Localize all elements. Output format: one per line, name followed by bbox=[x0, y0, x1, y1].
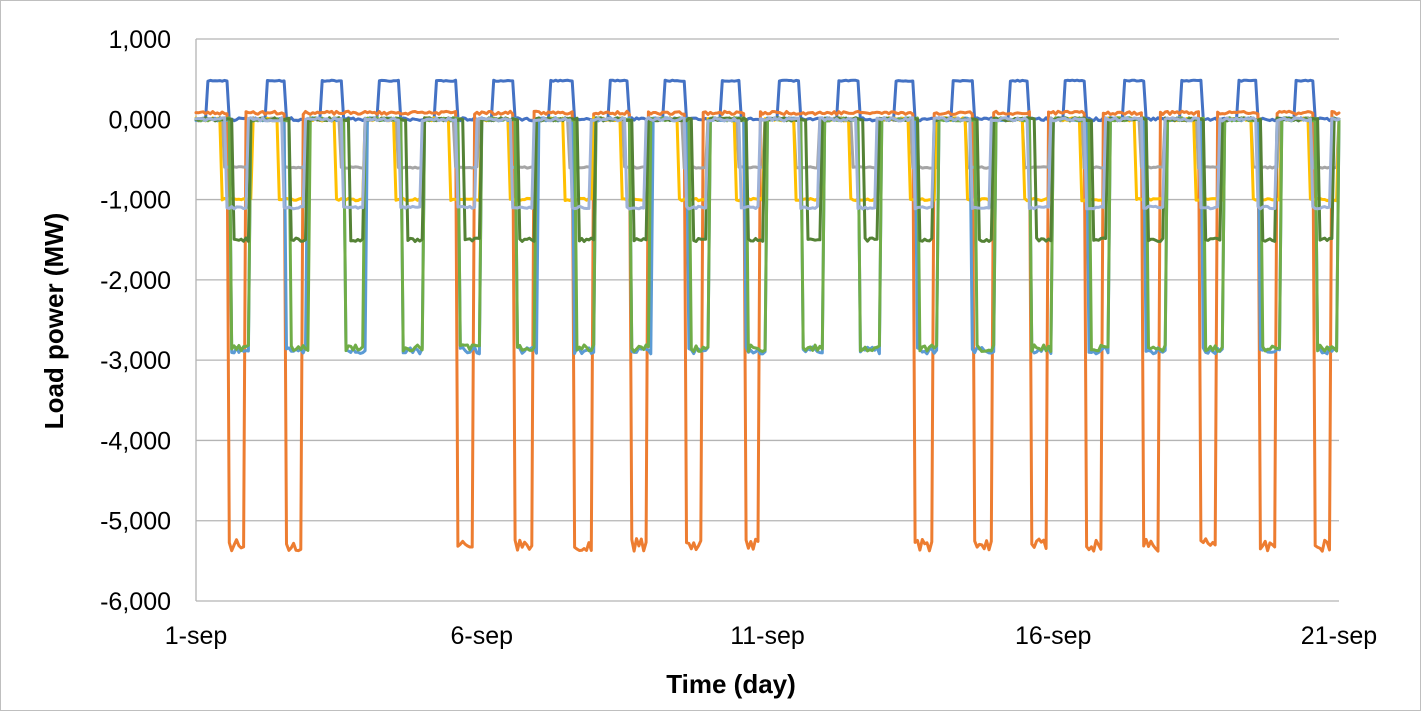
x-tick-label: 21-sep bbox=[1301, 622, 1377, 650]
x-axis-ticks: 1-sep 6-sep 11-sep 16-sep 21-sep bbox=[165, 622, 1378, 650]
x-tick-label: 11-sep bbox=[730, 622, 805, 650]
y-tick-label: -6,000 bbox=[100, 588, 171, 616]
y-tick-label: 1,000 bbox=[108, 26, 171, 54]
series-line-2 bbox=[194, 109, 1341, 553]
series-line-8 bbox=[194, 116, 1341, 211]
x-tick-label: 16-sep bbox=[1015, 622, 1091, 650]
y-tick-label: -1,000 bbox=[100, 187, 171, 215]
y-tick-label: -4,000 bbox=[100, 427, 171, 455]
y-tick-label: 0,000 bbox=[108, 106, 171, 134]
x-tick-label: 6-sep bbox=[450, 622, 513, 650]
y-axis-title: Load power (MW) bbox=[39, 213, 69, 430]
series-lines bbox=[194, 78, 1341, 553]
y-tick-label: -3,000 bbox=[100, 347, 171, 375]
y-tick-label: -2,000 bbox=[100, 267, 171, 295]
x-axis-title: Time (day) bbox=[666, 669, 796, 699]
y-axis-ticks: 1,000 0,000 -1,000 -2,000 -3,000 -4,000 -5,000… bbox=[100, 26, 171, 616]
y-tick-label: -5,000 bbox=[100, 508, 171, 536]
x-tick-label: 1-sep bbox=[165, 622, 228, 650]
